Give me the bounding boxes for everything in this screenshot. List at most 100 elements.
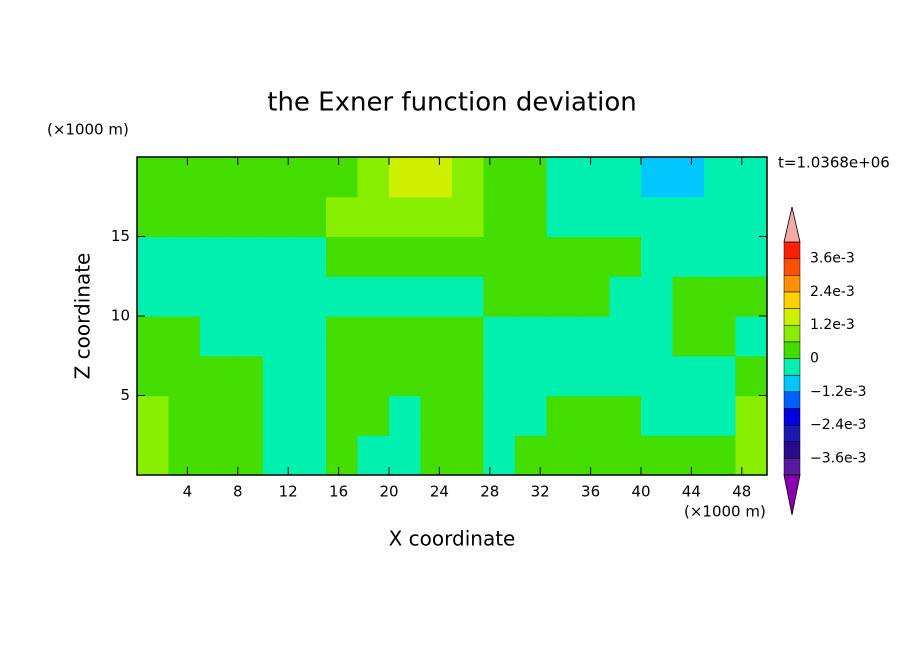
field-cell xyxy=(641,435,674,475)
field-cell xyxy=(420,355,453,397)
field-cell xyxy=(483,196,516,238)
field-cell xyxy=(546,157,579,198)
field-cell xyxy=(231,196,264,238)
field-cell xyxy=(263,435,296,475)
colorbar-band xyxy=(783,408,801,426)
colorbar-extend-high xyxy=(783,206,801,243)
field-cell xyxy=(389,236,422,277)
field-cell xyxy=(231,236,264,277)
field-cell xyxy=(704,435,737,475)
field-cell xyxy=(704,236,737,277)
field-cell xyxy=(452,157,485,198)
field-cell xyxy=(704,316,737,357)
field-cell xyxy=(389,395,422,436)
field-cell xyxy=(326,157,359,198)
field-cell xyxy=(704,157,737,198)
x-tick-label: 28 xyxy=(480,483,499,501)
x-tick-label: 4 xyxy=(183,483,193,501)
field-cell xyxy=(326,196,359,238)
field-cell xyxy=(263,236,296,277)
field-cell xyxy=(357,435,390,475)
field-cell xyxy=(641,316,674,357)
colorbar-tick-label: 0 xyxy=(810,351,819,367)
colorbar-band xyxy=(783,291,801,309)
field-cell xyxy=(483,236,516,277)
field-cell xyxy=(546,355,579,397)
field-cell xyxy=(231,276,264,317)
field-cell xyxy=(546,196,579,238)
field-cell xyxy=(294,435,327,475)
field-cell xyxy=(263,196,296,238)
field-cell xyxy=(452,236,485,277)
field-cell xyxy=(200,355,233,397)
field-cell xyxy=(483,316,516,357)
field-cell xyxy=(546,276,579,317)
field-cell xyxy=(263,316,296,357)
field-cell xyxy=(609,276,642,317)
field-cell xyxy=(578,196,611,238)
field-cell xyxy=(672,316,705,357)
field-cell xyxy=(420,276,453,317)
field-cell xyxy=(578,157,611,198)
field-cell xyxy=(483,395,516,436)
field-cell xyxy=(231,435,264,475)
field-cell xyxy=(704,355,737,397)
field-cell xyxy=(704,395,737,436)
field-cell xyxy=(420,236,453,277)
field-cell xyxy=(641,157,674,198)
field-cell xyxy=(389,276,422,317)
colorbar-band xyxy=(783,391,801,409)
field-cell xyxy=(263,276,296,317)
field-cell xyxy=(389,355,422,397)
field-cell xyxy=(515,395,548,436)
field-cell xyxy=(515,316,548,357)
field-cell xyxy=(578,355,611,397)
field-cell xyxy=(672,355,705,397)
field-cell xyxy=(389,157,422,198)
field-cell xyxy=(641,196,674,238)
chart-title: the Exner function deviation xyxy=(267,88,637,118)
field-cell xyxy=(735,236,767,277)
x-tick-label: 40 xyxy=(631,483,650,501)
field-cell xyxy=(578,236,611,277)
field-cell xyxy=(420,395,453,436)
field-cell xyxy=(609,157,642,198)
field-cell xyxy=(294,355,327,397)
field-cell xyxy=(546,395,579,436)
field-cell xyxy=(357,157,390,198)
field xyxy=(137,157,767,475)
field-cell xyxy=(483,355,516,397)
field-cell xyxy=(326,395,359,436)
field-cell xyxy=(137,435,170,475)
field-cell xyxy=(546,236,579,277)
field-cell xyxy=(326,236,359,277)
field-cell xyxy=(735,355,767,397)
field-cell xyxy=(389,435,422,475)
colorbar-band xyxy=(783,458,801,476)
field-cell xyxy=(452,355,485,397)
axes: 4 8 12 16 20 24 28 32 36 40 44 48510153.6e-32.4e-31… xyxy=(111,156,867,516)
field-cell xyxy=(735,196,767,238)
field-cell xyxy=(452,276,485,317)
field-cell xyxy=(546,435,579,475)
field-cell xyxy=(294,157,327,198)
field-cell xyxy=(641,236,674,277)
field-cell xyxy=(200,236,233,277)
field-cell xyxy=(483,157,516,198)
field-cell xyxy=(641,276,674,317)
field-cell xyxy=(672,395,705,436)
field-cell xyxy=(389,196,422,238)
field-cell xyxy=(735,276,767,317)
field-cell xyxy=(168,236,201,277)
y-unit: (×1000 m) xyxy=(47,121,129,139)
time-annotation: t=1.0368e+06 xyxy=(778,154,890,172)
field-cell xyxy=(578,316,611,357)
x-tick-label: 20 xyxy=(379,483,398,501)
field-cell xyxy=(609,355,642,397)
field-cell xyxy=(326,316,359,357)
field-cell xyxy=(704,196,737,238)
field-cell xyxy=(294,276,327,317)
field-cell xyxy=(200,276,233,317)
field-cell xyxy=(672,196,705,238)
